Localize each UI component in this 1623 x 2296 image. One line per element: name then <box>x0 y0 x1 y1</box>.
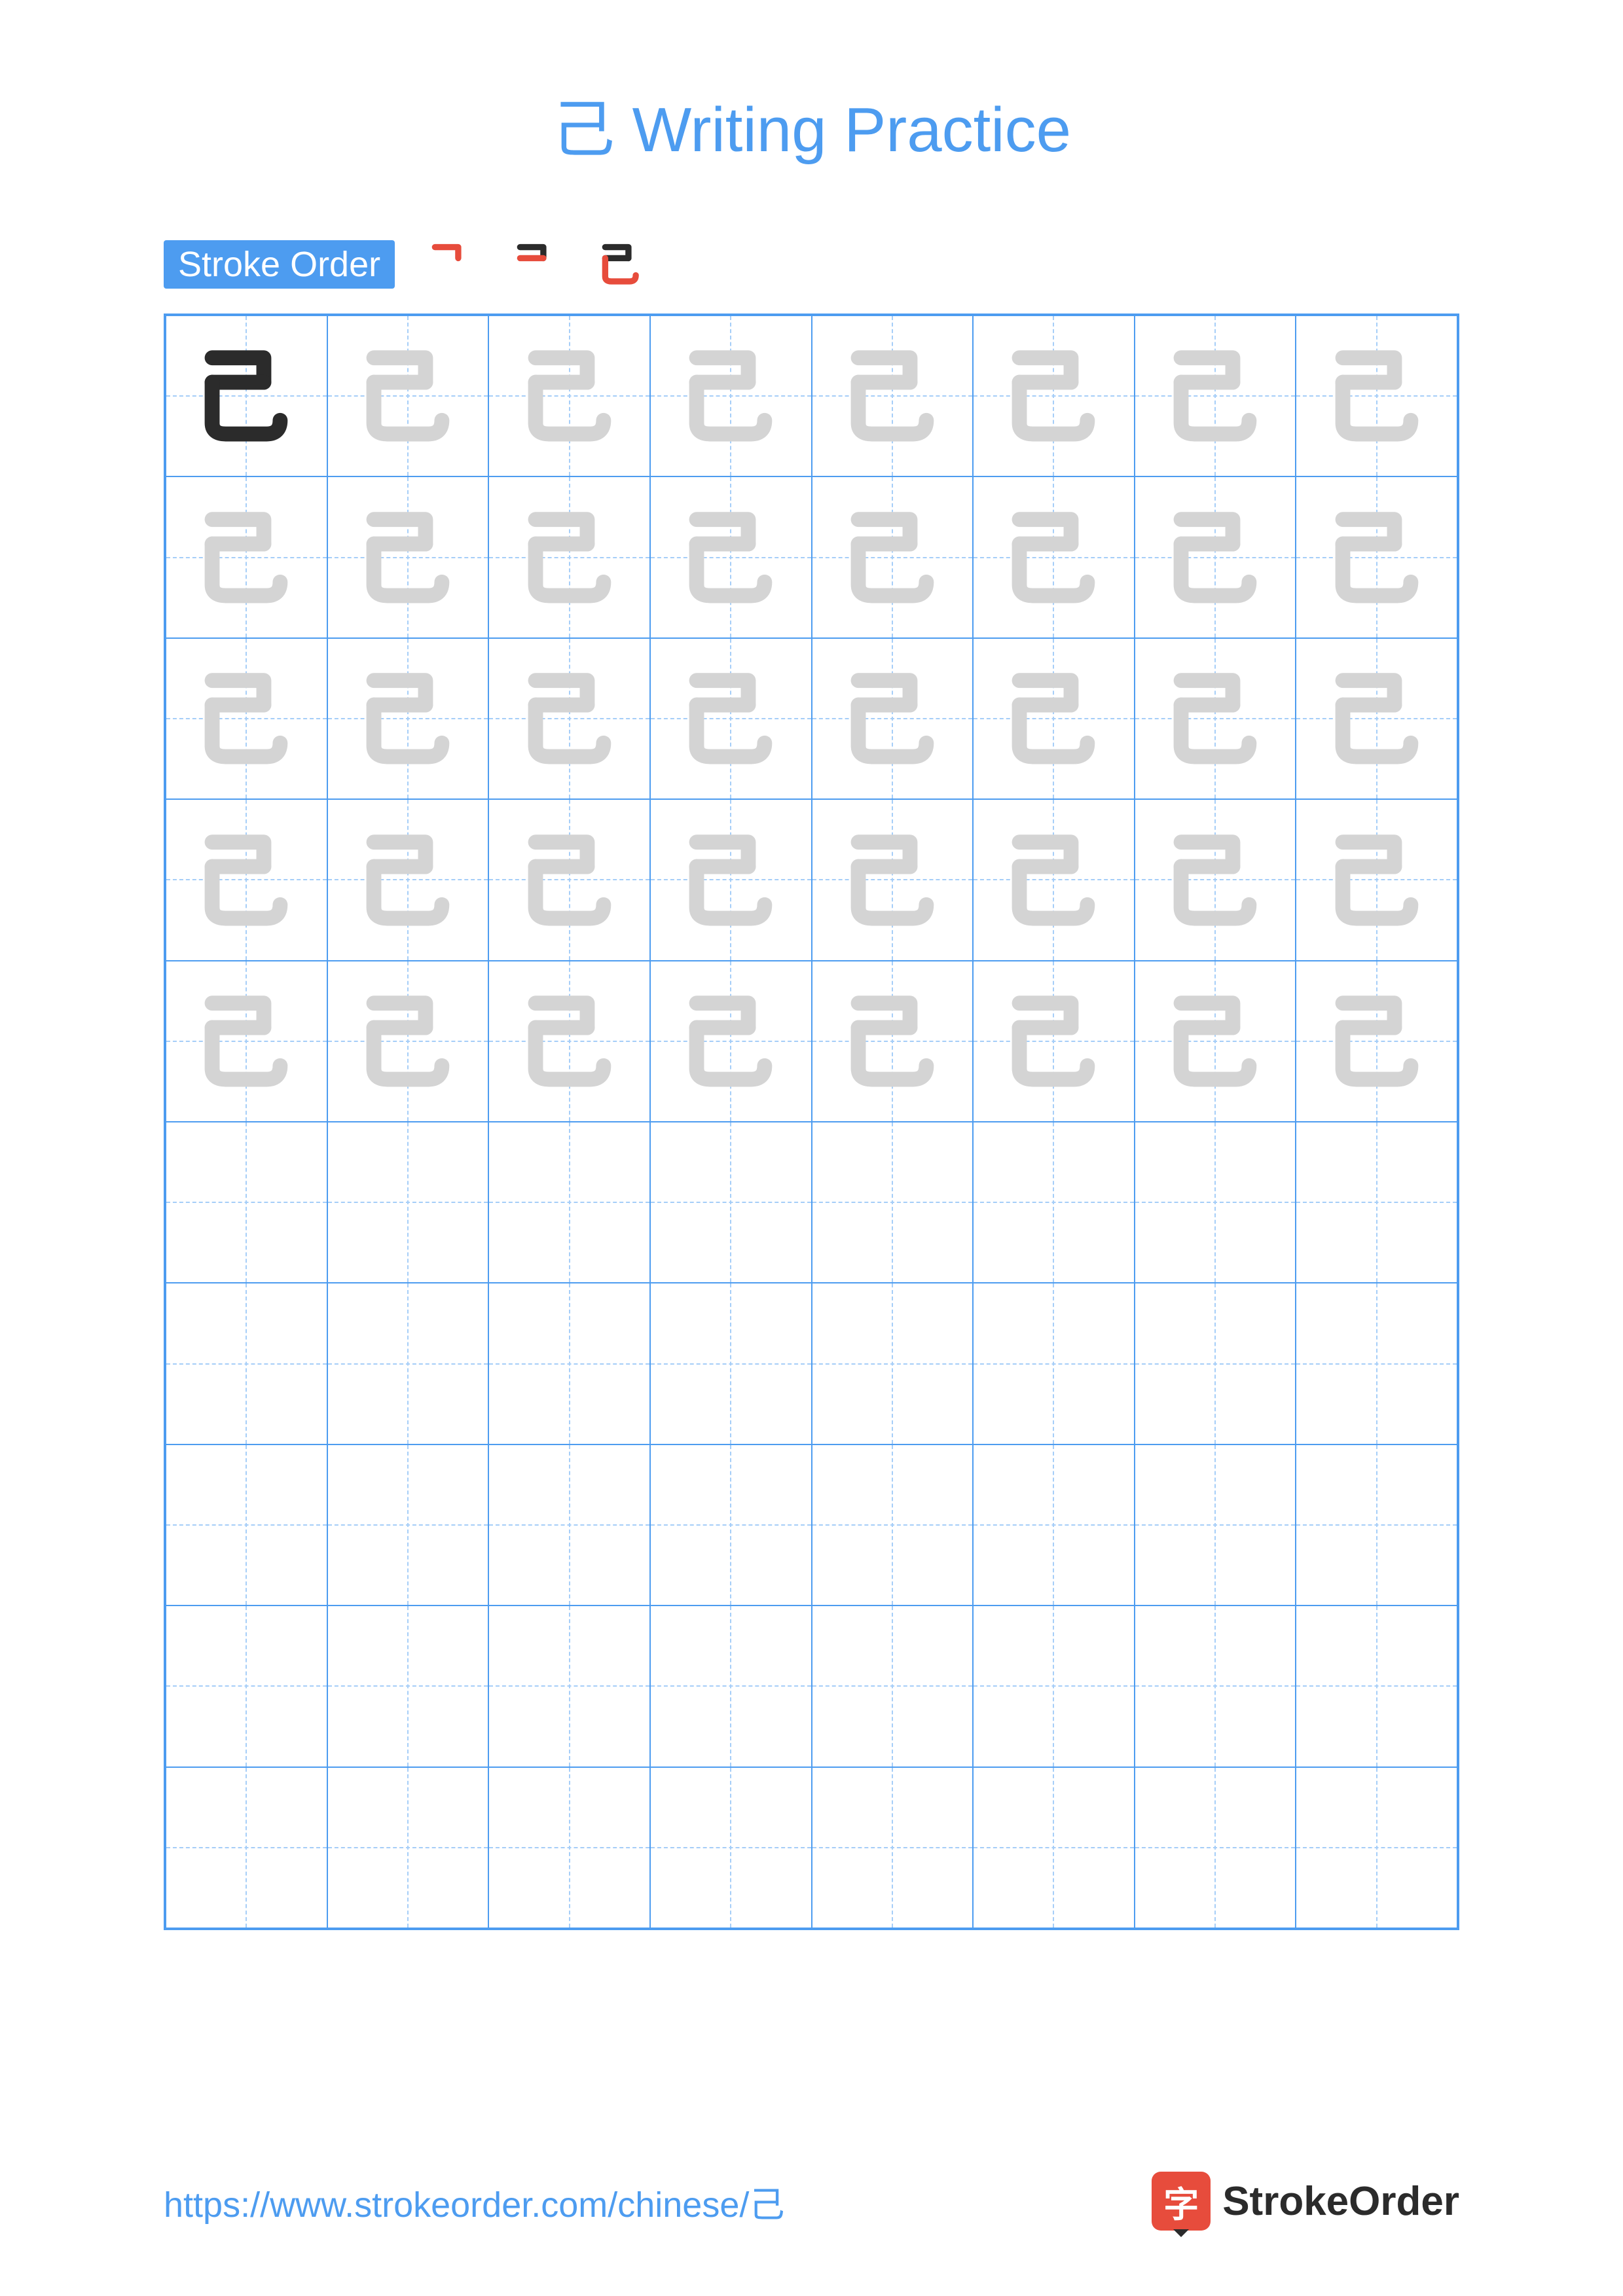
grid-cell <box>812 961 974 1122</box>
grid-cell <box>812 1605 974 1767</box>
grid-cell <box>327 1122 489 1283</box>
logo-icon: 字 <box>1152 2172 1211 2231</box>
grid-cell <box>650 1767 812 1928</box>
grid-cell <box>327 638 489 799</box>
grid-cell <box>327 315 489 476</box>
grid-cell <box>488 1122 650 1283</box>
grid-cell <box>1135 1767 1296 1928</box>
grid-cell <box>973 1283 1135 1444</box>
grid-cell <box>166 1605 327 1767</box>
logo-text: StrokeOrder <box>1222 2178 1459 2225</box>
grid-cell <box>166 1767 327 1928</box>
footer-logo: 字 StrokeOrder <box>1152 2172 1459 2231</box>
grid-cell <box>650 638 812 799</box>
stroke-step-1 <box>414 228 486 300</box>
grid-cell <box>1296 1767 1457 1928</box>
stroke-order-badge: Stroke Order <box>164 240 395 289</box>
grid-cell <box>650 476 812 637</box>
grid-cell <box>1135 315 1296 476</box>
grid-cell <box>1296 476 1457 637</box>
grid-cell <box>1296 315 1457 476</box>
grid-cell <box>973 476 1135 637</box>
grid-cell <box>973 1122 1135 1283</box>
grid-cell <box>812 1283 974 1444</box>
grid-cell <box>650 961 812 1122</box>
grid-cell <box>488 1767 650 1928</box>
grid-cell <box>166 315 327 476</box>
stroke-step-2 <box>500 228 572 300</box>
grid-cell <box>1135 961 1296 1122</box>
stroke-steps-container <box>414 228 657 300</box>
grid-cell <box>166 1122 327 1283</box>
footer-url: https://www.strokeorder.com/chinese/己 <box>164 2176 784 2227</box>
grid-cell <box>327 1283 489 1444</box>
grid-cell <box>812 1444 974 1605</box>
grid-cell <box>650 1444 812 1605</box>
grid-cell <box>488 476 650 637</box>
grid-cell <box>812 799 974 960</box>
grid-cell <box>650 1283 812 1444</box>
grid-cell <box>650 315 812 476</box>
grid-cell <box>327 1444 489 1605</box>
grid-cell <box>1135 1122 1296 1283</box>
stroke-order-section: Stroke Order <box>164 228 1459 300</box>
grid-cell <box>327 961 489 1122</box>
page-title: 己 Writing Practice <box>164 79 1459 170</box>
practice-grid <box>164 314 1459 1930</box>
grid-cell <box>166 476 327 637</box>
grid-cell <box>166 1283 327 1444</box>
grid-cell <box>327 1605 489 1767</box>
grid-cell <box>973 961 1135 1122</box>
grid-cell <box>488 315 650 476</box>
grid-cell <box>1296 1605 1457 1767</box>
grid-cell <box>973 315 1135 476</box>
grid-cell <box>1135 638 1296 799</box>
grid-cell <box>488 638 650 799</box>
grid-cell <box>973 1444 1135 1605</box>
grid-cell <box>1296 961 1457 1122</box>
grid-cell <box>812 315 974 476</box>
grid-cell <box>166 638 327 799</box>
grid-cell <box>812 476 974 637</box>
grid-cell <box>166 1444 327 1605</box>
grid-cell <box>488 1283 650 1444</box>
grid-cell <box>1296 1283 1457 1444</box>
grid-cell <box>650 1122 812 1283</box>
grid-cell <box>650 1605 812 1767</box>
grid-cell <box>1296 1122 1457 1283</box>
grid-cell <box>973 1767 1135 1928</box>
grid-cell <box>812 1122 974 1283</box>
grid-cell <box>973 1605 1135 1767</box>
grid-cell <box>1135 1444 1296 1605</box>
grid-cell <box>1135 1283 1296 1444</box>
grid-cell <box>973 799 1135 960</box>
stroke-step-3 <box>585 228 657 300</box>
grid-cell <box>488 799 650 960</box>
grid-cell <box>327 799 489 960</box>
grid-cell <box>327 476 489 637</box>
footer: https://www.strokeorder.com/chinese/己 字 … <box>164 2093 1459 2231</box>
grid-cell <box>650 799 812 960</box>
grid-cell <box>488 1444 650 1605</box>
grid-cell <box>1296 799 1457 960</box>
grid-cell <box>812 638 974 799</box>
grid-cell <box>327 1767 489 1928</box>
grid-cell <box>812 1767 974 1928</box>
grid-cell <box>1135 476 1296 637</box>
grid-cell <box>1135 799 1296 960</box>
grid-cell <box>166 799 327 960</box>
grid-cell <box>1296 1444 1457 1605</box>
grid-cell <box>973 638 1135 799</box>
grid-cell <box>1135 1605 1296 1767</box>
grid-cell <box>1296 638 1457 799</box>
grid-cell <box>166 961 327 1122</box>
grid-cell <box>488 1605 650 1767</box>
grid-cell <box>488 961 650 1122</box>
